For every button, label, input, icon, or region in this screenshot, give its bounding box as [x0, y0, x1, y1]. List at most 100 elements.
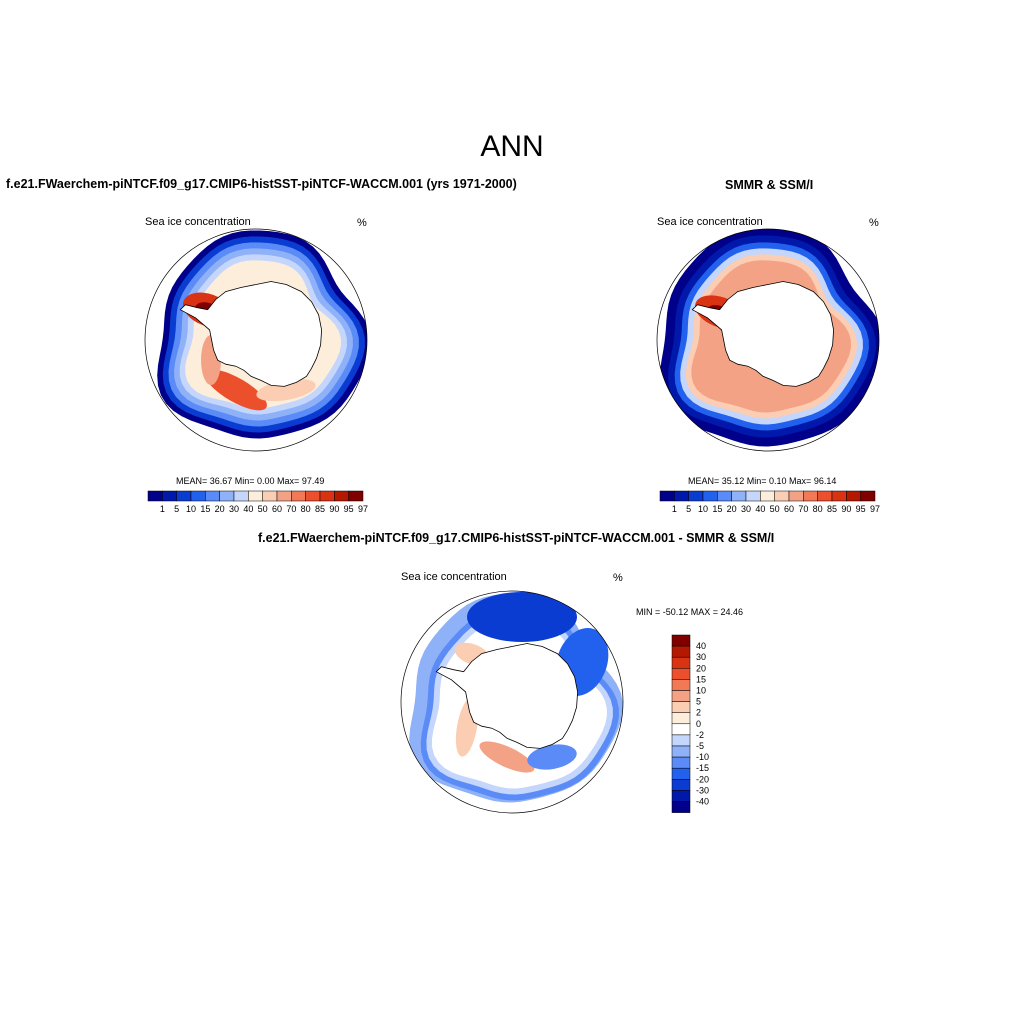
- panel2-colorbar-tick-label: 10: [698, 504, 708, 514]
- panel1-colorbar-tick-label: 80: [301, 504, 311, 514]
- panel1-colorbar-box: [233, 490, 249, 502]
- panel1-colorbar-tick-label: 97: [358, 504, 368, 514]
- panel2-colorbar-box: [846, 490, 861, 502]
- panel3-variable-label: Sea ice concentration: [401, 571, 507, 583]
- panel3-ice-patch: [527, 744, 577, 770]
- panel2-variable-label: Sea ice concentration: [657, 216, 763, 228]
- panel2-colorbar-box: [860, 490, 876, 502]
- panel3-colorbar-tick-label: -15: [696, 763, 709, 773]
- panel2-stats: MEAN= 35.12 Min= 0.10 Max= 96.14: [688, 476, 837, 486]
- panel1-colorbar-tick-label: 10: [186, 504, 196, 514]
- panel2-colorbar-box: [745, 490, 761, 502]
- panel3-map: [400, 590, 624, 814]
- panel1-colorbar-tick-label: 50: [258, 504, 268, 514]
- panel3-colorbar-box: [671, 701, 691, 713]
- panel3-colorbar-tick-label: 15: [696, 674, 706, 684]
- panel3-colorbar-box: [671, 779, 691, 791]
- panel3-colorbar-tick-label: 20: [696, 663, 706, 673]
- panel3-colorbar-box: [671, 801, 691, 813]
- panel1-colorbar-tick-label: 20: [215, 504, 225, 514]
- panel3-ice-patch: [467, 592, 577, 642]
- panel3-title: f.e21.FWaerchem-piNTCF.f09_g17.CMIP6-his…: [258, 531, 775, 545]
- panel2-colorbar-tick-label: 15: [712, 504, 722, 514]
- panel1-colorbar-tick-label: 1: [160, 504, 165, 514]
- panel2-colorbar-tick-label: 30: [741, 504, 751, 514]
- panel3-colorbar-tick-label: -20: [696, 774, 709, 784]
- panel3-colorbar-tick-label: 5: [696, 697, 701, 707]
- panel2-colorbar-tick-label: 97: [870, 504, 880, 514]
- panel1-colorbar-tick-label: 5: [174, 504, 179, 514]
- panel1-colorbar-box: [262, 490, 278, 502]
- panel2-colorbar-box: [717, 490, 732, 502]
- panel2-colorbar-tick-label: 5: [686, 504, 691, 514]
- panel1-map: [144, 228, 368, 452]
- panel2-units-label: %: [869, 217, 879, 229]
- panel3-colorbar-box: [671, 634, 691, 647]
- panel2-colorbar-tick-label: 80: [813, 504, 823, 514]
- panel1-colorbar-tick-label: 95: [344, 504, 354, 514]
- panel2-title: SMMR & SSM/I: [725, 178, 814, 192]
- panel1-colorbar-box: [219, 490, 235, 502]
- panel1-colorbar-tick-label: 90: [329, 504, 339, 514]
- panel3-colorbar-tick-label: 40: [696, 641, 706, 651]
- panel2-colorbar-box: [817, 490, 833, 502]
- panel2-colorbar-tick-label: 85: [827, 504, 837, 514]
- panel2-colorbar-box: [688, 490, 704, 502]
- panel3-colorbar-tick-label: -40: [696, 797, 709, 807]
- panel2-colorbar-tick-label: 70: [798, 504, 808, 514]
- panel3-colorbar-box: [671, 679, 691, 691]
- panel3-colorbar-box: [671, 790, 691, 802]
- panel1-colorbar-box: [147, 490, 163, 502]
- panel1-antarctica-coastline: [179, 281, 323, 387]
- panel2-colorbar-tick-label: 50: [770, 504, 780, 514]
- panel1-colorbar-tick-label: 70: [286, 504, 296, 514]
- panel2-colorbar-box: [760, 490, 775, 502]
- panel3-colorbar-tick-label: 30: [696, 652, 706, 662]
- panel1-colorbar-box: [334, 490, 349, 502]
- panel2-antarctica-coastline: [691, 281, 835, 387]
- panel1-units-label: %: [357, 217, 367, 229]
- panel1-colorbar-box: [205, 490, 220, 502]
- panel3-colorbar-box: [671, 767, 691, 780]
- panel2-map: [656, 228, 880, 452]
- panel1-variable-label: Sea ice concentration: [145, 216, 251, 228]
- panel2-colorbar-box: [788, 490, 804, 502]
- panel1-colorbar-box: [291, 490, 306, 502]
- panel3-colorbar-tick-label: 10: [696, 686, 706, 696]
- panel2-colorbar-box: [659, 490, 675, 502]
- panel1-colorbar-tick-label: 30: [229, 504, 239, 514]
- panel3-colorbar-box: [671, 745, 691, 758]
- panel3-map-boundary: [400, 590, 624, 814]
- panel1-colorbar-box: [276, 490, 292, 502]
- panel2-colorbar-tick-label: 1: [672, 504, 677, 514]
- panel3-colorbar-tick-label: -5: [696, 741, 704, 751]
- panel2-colorbar-box: [674, 490, 689, 502]
- panel3-stats: MIN = -50.12 MAX = 24.46: [636, 607, 744, 617]
- panel2-colorbar-tick-label: 20: [727, 504, 737, 514]
- panel1-colorbar-tick-label: 60: [272, 504, 282, 514]
- panel3-colorbar-box: [671, 656, 691, 669]
- panel2-colorbar-box: [831, 490, 847, 502]
- panel1-colorbar-box: [348, 490, 364, 502]
- panel3-colorbar-tick-label: -30: [696, 785, 709, 795]
- panel2-colorbar-box: [803, 490, 818, 502]
- panel1-colorbar-tick-label: 40: [243, 504, 253, 514]
- panel1-colorbar-tick-label: 85: [315, 504, 325, 514]
- panel2-colorbar-box: [731, 490, 747, 502]
- panel3-colorbar-tick-label: -10: [696, 752, 709, 762]
- panel1-colorbar-box: [176, 490, 192, 502]
- panel3-colorbar-box: [671, 756, 691, 769]
- panel3-colorbar-tick-label: 2: [696, 708, 701, 718]
- panel1-colorbar-box: [319, 490, 335, 502]
- panel2-colorbar-tick-label: 60: [784, 504, 794, 514]
- panel1-colorbar-box: [190, 490, 206, 502]
- panel1-map-boundary: [144, 228, 368, 452]
- panel2-map-boundary: [656, 228, 880, 452]
- panel1-colorbar-box: [305, 490, 321, 502]
- panel2-colorbar-box: [774, 490, 790, 502]
- panel3-units-label: %: [613, 572, 623, 584]
- panel3-ice-patch: [479, 741, 535, 773]
- panel3-colorbar-box: [671, 712, 691, 725]
